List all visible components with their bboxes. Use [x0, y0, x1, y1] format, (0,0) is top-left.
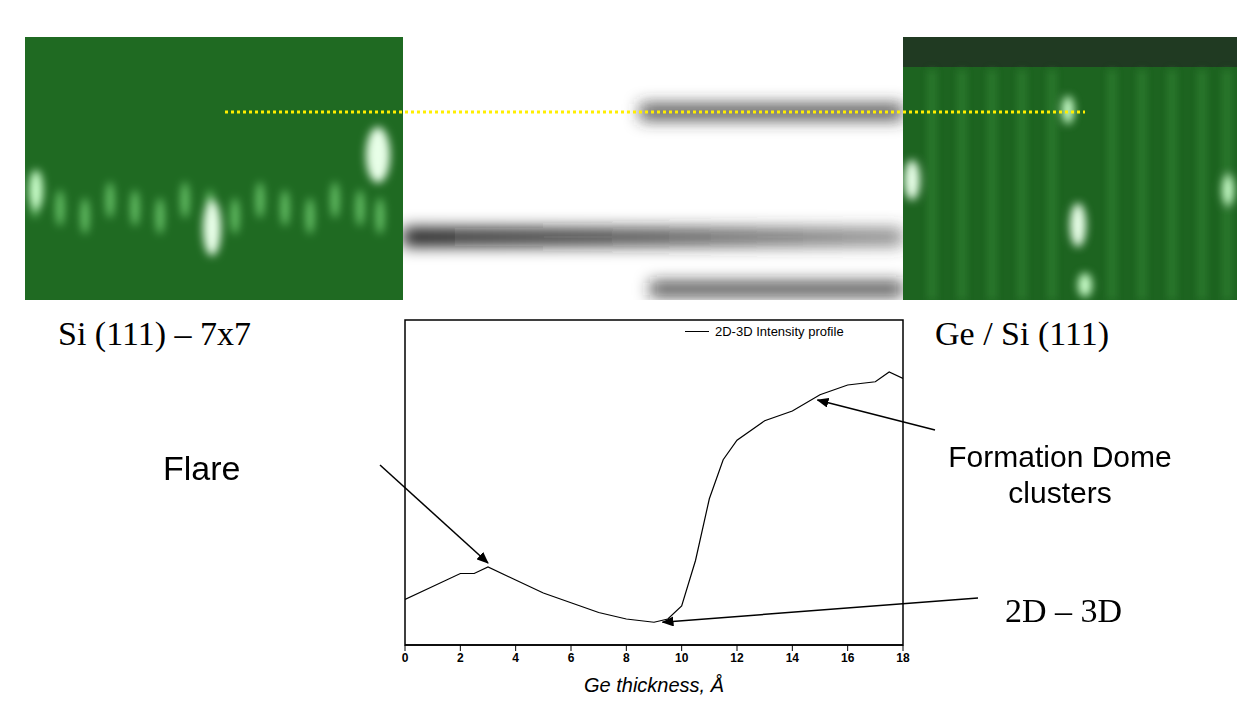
- html-text:Ge thickness, Å: Ge thickness, Å: [584, 674, 724, 696]
- svg-text:Formation Dome: Formation Dome: [948, 440, 1171, 473]
- svg-text:2D – 3D: 2D – 3D: [1005, 592, 1122, 629]
- svg-text:clusters: clusters: [1008, 476, 1111, 509]
- svg-text:6: 6: [568, 651, 575, 665]
- svg-text:12: 12: [730, 651, 744, 665]
- svg-text:4: 4: [512, 651, 519, 665]
- svg-text:8: 8: [623, 651, 630, 665]
- html-text:Si (111) – 7x7: Si (111) – 7x7: [58, 315, 251, 352]
- svg-text:14: 14: [786, 651, 800, 665]
- svg-text:16: 16: [841, 651, 855, 665]
- svg-text:0: 0: [402, 651, 409, 665]
- html-text:Ge / Si (111): Ge / Si (111): [935, 315, 1110, 352]
- svg-text:10: 10: [675, 651, 689, 665]
- html-text:2D-3D Intensity profile: 2D-3D Intensity profile: [715, 324, 844, 339]
- svg-text:18: 18: [896, 651, 910, 665]
- svg-text:2: 2: [457, 651, 464, 665]
- svg-text:Flare: Flare: [163, 449, 240, 487]
